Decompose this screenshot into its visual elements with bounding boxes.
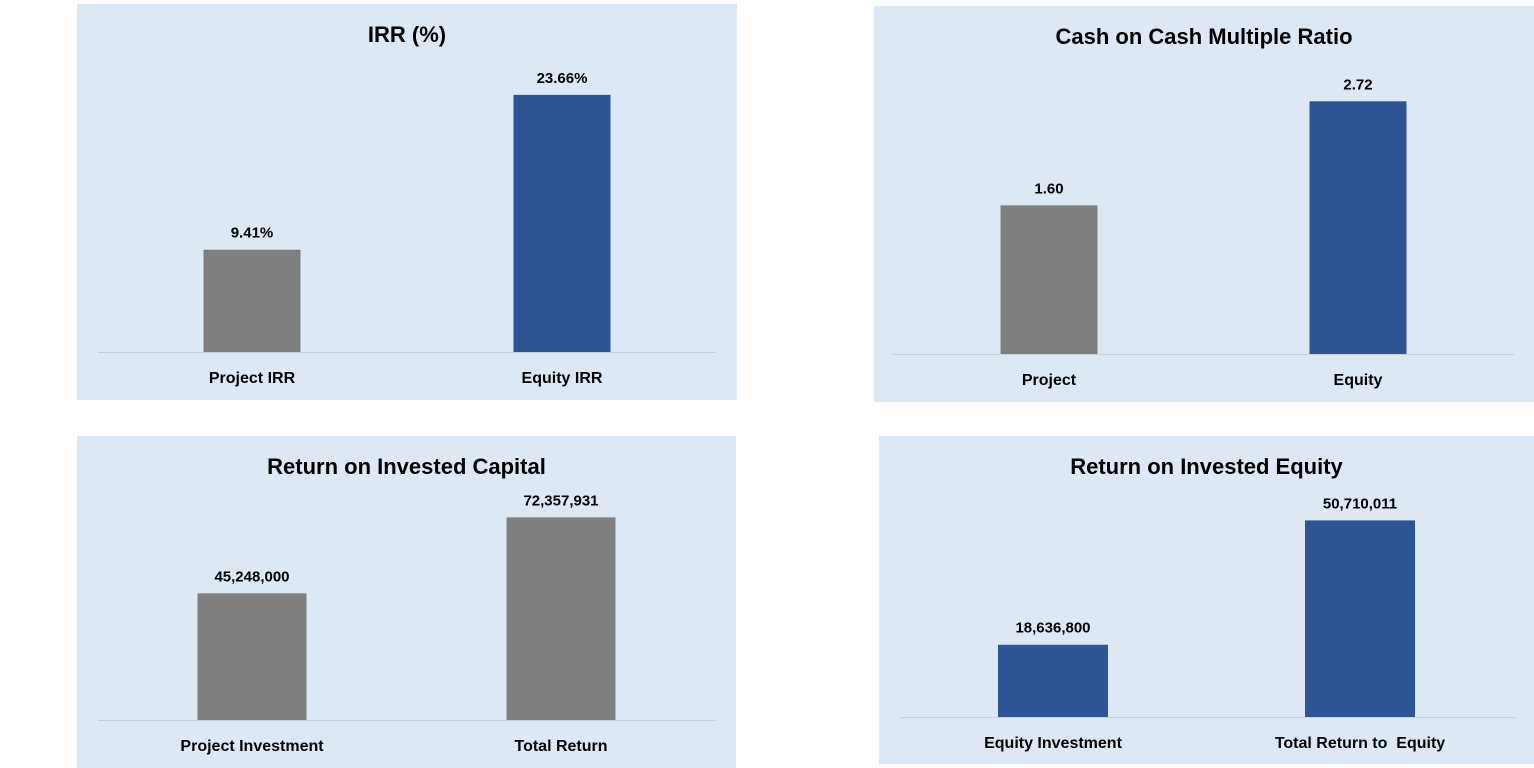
x-tick-label: Project IRR: [209, 370, 296, 387]
bar-1: [1000, 205, 1098, 354]
chart-panel-irr: IRR (%) 9.41% Project IRR 23.66% Equity IRR: [77, 4, 737, 400]
bar-2: [506, 517, 616, 720]
data-label: 72,357,931: [523, 492, 598, 509]
x-tick-label: Total Return: [514, 738, 607, 755]
data-label: 1.60: [1034, 180, 1063, 197]
data-label: 18,636,800: [1015, 620, 1090, 637]
bar-1: [998, 644, 1108, 717]
x-tick-label: Project: [1022, 372, 1077, 389]
x-tick-label: Equity: [1334, 372, 1383, 389]
chart-irr: IRR (%) 9.41% Project IRR 23.66% Equity IRR: [98, 22, 716, 387]
chart-title: Cash on Cash Multiple Ratio: [1055, 24, 1352, 49]
data-label: 50,710,011: [1323, 495, 1397, 512]
bar-2: [1309, 101, 1407, 354]
data-label: 23.66%: [537, 70, 588, 87]
chart-title: Return on Invested Equity: [1070, 454, 1343, 479]
chart-return-on-invested-equity: Return on Invested Equity 18,636,800 Equit…: [900, 454, 1515, 752]
chart-title: Return on Invested Capital: [267, 454, 546, 479]
x-tick-label: Equity IRR: [522, 370, 603, 387]
x-tick-label: Total Return to Equity: [1275, 735, 1445, 752]
bar-1: [197, 593, 307, 720]
x-tick-label: Equity Investment: [984, 735, 1122, 752]
bar-1: [203, 249, 301, 352]
data-label: 9.41%: [231, 225, 274, 242]
chart-panel-return-on-invested-capital: Return on Invested Capital 45,248,000 Proj…: [77, 436, 736, 768]
bar-2: [513, 94, 611, 353]
chart-panel-return-on-invested-equity: Return on Invested Equity 18,636,800 Equit…: [879, 436, 1534, 764]
bar-2: [1305, 520, 1415, 717]
data-label: 2.72: [1343, 76, 1372, 93]
chart-panel-cash-on-cash: Cash on Cash Multiple Ratio 1.60 Project 2.…: [874, 6, 1534, 402]
chart-return-on-invested-capital: Return on Invested Capital 45,248,000 Proj…: [98, 454, 715, 755]
data-label: 45,248,000: [214, 568, 289, 585]
chart-cash-on-cash: Cash on Cash Multiple Ratio 1.60 Project 2.…: [893, 24, 1514, 389]
x-tick-label: Project Investment: [180, 738, 324, 755]
chart-title: IRR (%): [368, 22, 446, 47]
